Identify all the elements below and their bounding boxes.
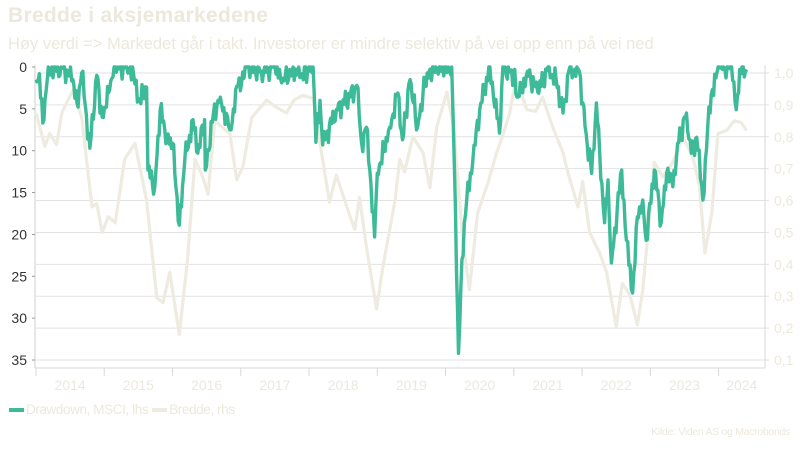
x-axis-tick-label: 2015	[123, 377, 154, 393]
right-axis-tick-label: 0,3	[774, 288, 794, 304]
legend-swatch-breadth	[152, 407, 168, 412]
left-axis-tick-label: 35	[11, 352, 27, 368]
x-axis-tick-label: 2023	[669, 377, 700, 393]
legend-swatch-drawdown	[9, 407, 24, 412]
right-axis-tick-label: 0,8	[774, 129, 794, 145]
breadth-line	[34, 77, 748, 337]
right-axis-tick-label: 1,0	[774, 65, 794, 81]
series-lines	[34, 65, 749, 355]
left-axis-tick-label: 15	[11, 185, 27, 201]
x-axis-tick-label: 2022	[601, 377, 632, 393]
left-axis-tick-label: 0	[19, 59, 27, 75]
legend-label-drawdown: Drawdown, MSCI, lhs	[26, 402, 149, 417]
right-axis-tick-label: 0,1	[774, 352, 794, 368]
legend-label-breadth: Bredde, rhs	[169, 402, 235, 417]
left-axis-tick-label: 25	[11, 268, 27, 284]
chart-title: Bredde i aksjemarkedene	[8, 4, 269, 27]
axes	[32, 65, 769, 376]
right-axis-tick-label: 0,6	[774, 193, 794, 209]
left-axis-tick-label: 30	[11, 310, 27, 326]
right-axis-tick-label: 0,2	[774, 320, 794, 336]
left-axis-tick-label: 10	[11, 143, 27, 159]
x-axis-tick-label: 2016	[191, 377, 222, 393]
left-axis-tick-label: 20	[11, 226, 27, 242]
right-axis-tick-label: 0,7	[774, 161, 794, 177]
x-axis-tick-label: 2019	[396, 377, 427, 393]
x-axis-tick-label: 2014	[55, 377, 86, 393]
x-axis-tick-label: 2020	[464, 377, 495, 393]
right-axis-tick-label: 0,4	[774, 256, 794, 272]
chart-subtitle: Høy verdi => Markedet går i takt. Invest…	[8, 35, 654, 53]
x-axis-tick-label: 2017	[259, 377, 290, 393]
drawdown-line	[34, 65, 749, 355]
source-note: Kilde: Viden AS og Macrobonds	[651, 426, 790, 438]
legend: Drawdown, MSCI, lhs Bredde, rhs	[9, 402, 235, 417]
x-axis-tick-label: 2018	[328, 377, 359, 393]
right-axis-tick-label: 0,5	[774, 224, 794, 240]
x-axis-tick-label: 2021	[532, 377, 563, 393]
right-axis-tick-label: 0,9	[774, 97, 794, 113]
x-axis-tick-label: 2024	[726, 377, 757, 393]
tick-labels: 1,0 0,9 0,8 0,7 0,6 0,5 0,4 0,3 0,2 0,1 0 5 10 15 20 25…	[11, 59, 793, 393]
left-axis-tick-label: 5	[19, 101, 27, 117]
